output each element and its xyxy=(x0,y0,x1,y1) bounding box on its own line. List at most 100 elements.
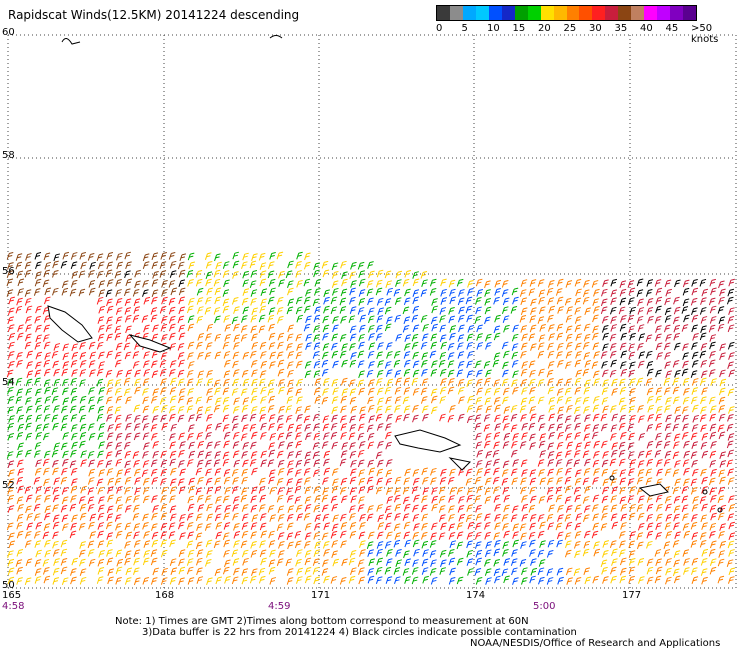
wind-barb xyxy=(637,557,645,566)
wind-barb xyxy=(665,414,672,423)
wind-barb xyxy=(197,370,205,379)
wind-barb xyxy=(79,558,86,567)
wind-barb xyxy=(322,487,329,496)
wind-barb xyxy=(538,368,545,377)
wind-barb xyxy=(277,487,284,495)
wind-barb xyxy=(394,386,402,395)
wind-barb xyxy=(494,404,501,413)
wind-barb xyxy=(447,360,455,368)
wind-barb xyxy=(313,370,321,378)
wind-barb xyxy=(340,450,348,458)
wind-barb xyxy=(384,306,392,315)
wind-barb xyxy=(629,388,636,396)
wind-barb xyxy=(259,549,267,558)
wind-barb xyxy=(33,503,41,512)
scale-tick-label: 35 xyxy=(614,23,628,34)
wind-barb xyxy=(88,468,95,477)
wind-barb xyxy=(332,558,340,567)
wind-barb xyxy=(295,549,303,557)
wind-barb xyxy=(232,360,239,369)
wind-barb xyxy=(665,288,672,297)
wind-barb xyxy=(186,512,194,521)
wind-barb xyxy=(501,306,509,314)
wind-barb xyxy=(250,325,257,334)
wind-barb xyxy=(520,368,528,377)
wind-barb xyxy=(556,278,564,287)
wind-barb xyxy=(42,423,50,431)
wind-barb xyxy=(357,559,365,567)
wind-barb xyxy=(250,541,257,549)
wind-barb xyxy=(295,440,303,449)
wind-barb xyxy=(150,549,158,557)
wind-barb xyxy=(512,531,519,539)
wind-barb xyxy=(457,342,464,350)
wind-barb xyxy=(565,361,572,369)
wind-barb xyxy=(430,316,438,325)
wind-barb xyxy=(548,504,555,512)
wind-barb xyxy=(681,306,689,314)
wind-barb xyxy=(430,341,438,350)
wind-barb xyxy=(340,513,347,522)
wind-barb xyxy=(241,522,249,530)
wind-barb xyxy=(151,279,159,287)
wind-barb xyxy=(673,495,681,504)
wind-barb xyxy=(448,576,456,585)
wind-barb xyxy=(582,450,590,459)
wind-barb xyxy=(619,414,626,423)
wind-barb xyxy=(250,451,258,459)
wind-barb xyxy=(556,296,564,305)
wind-barb xyxy=(34,377,41,386)
lat-label-50: 50 xyxy=(2,580,15,591)
wind-barb xyxy=(123,441,131,450)
wind-barb xyxy=(197,450,205,459)
wind-barb xyxy=(53,368,60,377)
wind-barb xyxy=(393,494,401,503)
wind-barb xyxy=(285,414,293,423)
wind-barb xyxy=(611,486,619,495)
wind-barb xyxy=(521,333,528,342)
wind-barb xyxy=(62,251,70,260)
wind-barb xyxy=(636,278,644,287)
wind-barb xyxy=(601,360,608,369)
wind-barb xyxy=(151,477,158,485)
wind-barb xyxy=(114,332,122,341)
wind-barb xyxy=(368,415,375,423)
wind-barb xyxy=(673,505,681,513)
wind-barb xyxy=(430,333,438,342)
wind-barb xyxy=(620,503,628,512)
wind-barb xyxy=(449,468,456,477)
wind-barb xyxy=(24,297,32,306)
wind-barb xyxy=(287,369,294,378)
wind-barb xyxy=(69,405,77,414)
wind-barb xyxy=(16,566,23,575)
wind-barb xyxy=(332,360,339,369)
wind-barb xyxy=(35,521,43,530)
wind-barb xyxy=(547,280,555,288)
wind-barb xyxy=(322,559,329,567)
wind-barb xyxy=(375,324,383,333)
wind-barb xyxy=(375,566,383,575)
wind-barb xyxy=(618,306,626,315)
wind-barb xyxy=(224,333,231,342)
wind-barb xyxy=(520,486,527,495)
wind-barb xyxy=(107,424,114,432)
wind-barb xyxy=(440,468,447,477)
scale-swatch xyxy=(631,6,645,20)
wind-barb xyxy=(232,369,240,377)
wind-barb xyxy=(637,450,645,459)
wind-barb xyxy=(690,567,698,575)
wind-barb xyxy=(16,352,23,360)
wind-barb xyxy=(420,314,428,323)
wind-barb xyxy=(348,379,356,387)
wind-barb xyxy=(142,521,149,530)
wind-barb xyxy=(438,505,446,513)
wind-barb xyxy=(403,531,411,540)
wind-barb xyxy=(602,332,609,341)
wind-barb xyxy=(258,567,266,576)
wind-barb xyxy=(475,396,483,405)
wind-barb xyxy=(195,270,203,278)
wind-barb xyxy=(574,397,582,405)
wind-barb xyxy=(574,406,581,415)
wind-barb xyxy=(231,549,239,558)
wind-barb xyxy=(457,378,465,387)
